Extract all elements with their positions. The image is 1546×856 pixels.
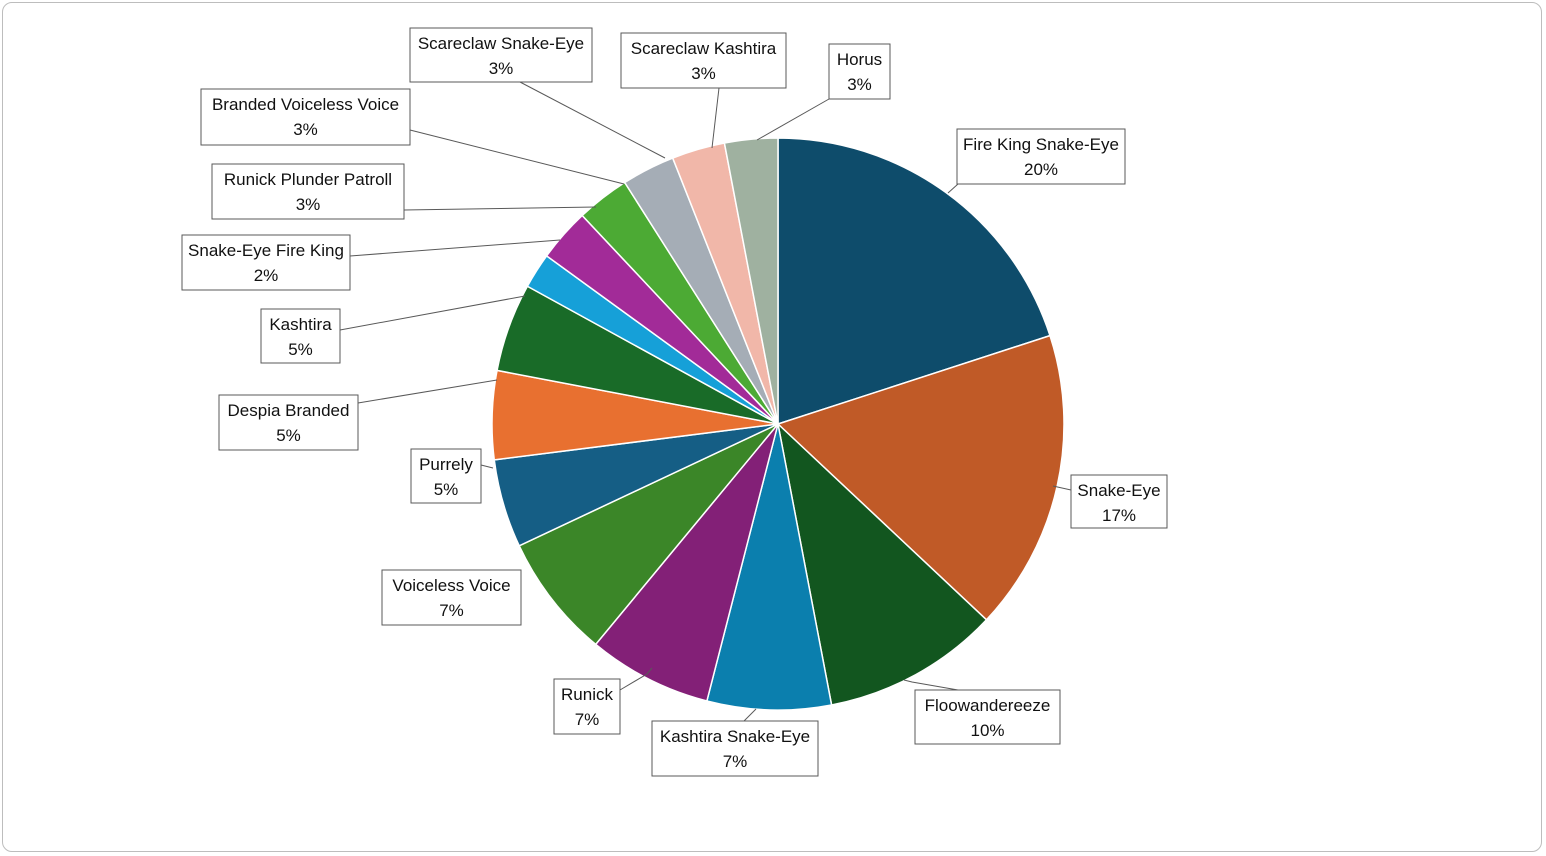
data-label-kashtira-snake-eye: Kashtira Snake-Eye 7% (651, 720, 819, 777)
data-label-voiceless-voice: Voiceless Voice 7% (381, 569, 522, 626)
label-box (218, 394, 359, 451)
data-label-fire-king-snake-eye: Fire King Snake-Eye 20% (956, 128, 1126, 185)
pie-slices (491, 137, 1065, 711)
label-box (553, 678, 621, 735)
data-label-snake-eye: Snake-Eye 17% (1070, 474, 1168, 529)
leader-line-branded-voiceless-voice (409, 129, 625, 185)
leader-lines (339, 81, 1072, 722)
label-box (381, 569, 522, 626)
data-label-despia-branded: Despia Branded 5% (218, 394, 359, 451)
data-label-kashtira: Kashtira 5% (260, 308, 341, 364)
label-percent: 17% (1102, 506, 1136, 525)
label-percent: 3% (296, 195, 321, 214)
label-percent: 5% (288, 340, 313, 359)
label-box (260, 308, 341, 364)
label-box (828, 43, 891, 100)
label-category: Snake-Eye (1077, 481, 1160, 500)
label-category: Branded Voiceless Voice (212, 95, 399, 114)
label-percent: 20% (1024, 160, 1058, 179)
label-category: Despia Branded (228, 401, 350, 420)
label-percent: 3% (293, 120, 318, 139)
data-label-branded-voiceless-voice: Branded Voiceless Voice 3% (200, 88, 411, 146)
data-label-runick-plunder-patroll: Runick Plunder Patroll 3% (211, 163, 405, 220)
label-category: Snake-Eye Fire King (188, 241, 344, 260)
data-label-scareclaw-snake-eye: Scareclaw Snake-Eye 3% (409, 27, 593, 83)
pie-slice-horus (723, 137, 779, 425)
label-percent: 7% (439, 601, 464, 620)
data-label-snake-eye-fire-king: Snake-Eye Fire King 2% (181, 234, 351, 291)
label-box (211, 163, 405, 220)
label-category: Horus (837, 50, 882, 69)
label-category: Scareclaw Kashtira (631, 39, 777, 58)
label-percent: 2% (254, 266, 279, 285)
data-label-horus: Horus 3% (828, 43, 891, 100)
label-percent: 5% (276, 426, 301, 445)
leader-line-scareclaw-snake-eye (519, 81, 666, 159)
label-percent: 7% (723, 752, 748, 771)
label-box (914, 689, 1061, 745)
label-category: Floowandereeze (925, 696, 1051, 715)
leader-line-kashtira-snake-eye (743, 708, 757, 722)
label-percent: 3% (847, 75, 872, 94)
label-box (651, 720, 819, 777)
label-percent: 10% (970, 721, 1004, 740)
pie-slice-kashtira-snake-eye (705, 423, 833, 711)
label-category: Scareclaw Snake-Eye (418, 34, 584, 53)
label-box (409, 27, 593, 83)
data-label-purrely: Purrely 5% (410, 448, 482, 504)
leader-line-kashtira (339, 295, 526, 331)
label-category: Kashtira (269, 315, 332, 334)
label-category: Purrely (419, 455, 473, 474)
pie-slice-runick (594, 423, 779, 702)
label-box (181, 234, 351, 291)
leader-line-despia-branded (357, 379, 498, 404)
label-box (620, 32, 787, 89)
label-box (410, 448, 482, 504)
label-box (1070, 474, 1168, 529)
label-box (956, 128, 1126, 185)
pie-slice-floowandereeze (776, 421, 988, 706)
leader-line-purrely (480, 464, 494, 469)
data-label-floowandereeze: Floowandereeze 10% (914, 689, 1061, 745)
leader-line-snake-eye-fire-king (349, 239, 561, 257)
label-box (200, 88, 411, 146)
data-labels: Fire King Snake-Eye 20% Snake-Eye 17% Floowa… (181, 27, 1168, 777)
leader-line-scareclaw-kashtira (711, 87, 720, 149)
leader-line-horus (756, 98, 830, 141)
label-category: Fire King Snake-Eye (963, 135, 1119, 154)
label-percent: 7% (575, 710, 600, 729)
pie-slice-voiceless-voice (518, 423, 779, 646)
leader-line-runick (619, 667, 653, 691)
label-category: Voiceless Voice (392, 576, 510, 595)
label-percent: 5% (434, 480, 459, 499)
label-percent: 3% (691, 64, 716, 83)
pie-slice-snake-eye (776, 334, 1065, 621)
leader-line-snake-eye (1052, 485, 1072, 491)
label-category: Kashtira Snake-Eye (660, 727, 810, 746)
leader-line-runick-plunder-patroll (403, 206, 597, 211)
label-category: Runick Plunder Patroll (224, 170, 392, 189)
label-percent: 3% (489, 59, 514, 78)
data-label-scareclaw-kashtira: Scareclaw Kashtira 3% (620, 32, 787, 89)
label-category: Runick (561, 685, 613, 704)
leader-line-fire-king-snake-eye (947, 183, 959, 194)
leader-line-floowandereeze (903, 679, 959, 691)
data-label-runick: Runick 7% (553, 678, 621, 735)
pie-slice-fire-king-snake-eye (777, 137, 1051, 426)
